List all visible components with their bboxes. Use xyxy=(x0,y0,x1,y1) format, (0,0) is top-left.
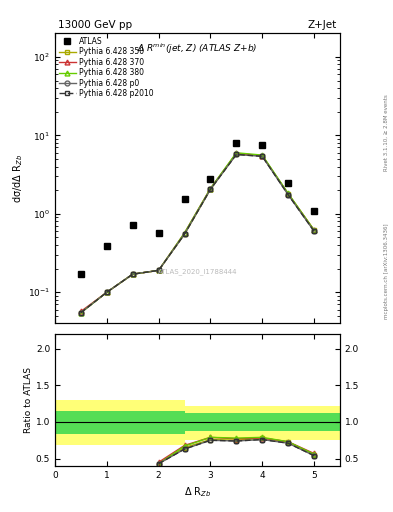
Text: Z+Jet: Z+Jet xyxy=(308,20,337,30)
Text: Rivet 3.1.10, ≥ 2.8M events: Rivet 3.1.10, ≥ 2.8M events xyxy=(384,95,389,172)
Text: mcplots.cern.ch [arXiv:1306.3436]: mcplots.cern.ch [arXiv:1306.3436] xyxy=(384,224,389,319)
X-axis label: Δ R$_{Zb}$: Δ R$_{Zb}$ xyxy=(184,485,211,499)
Text: 13000 GeV pp: 13000 GeV pp xyxy=(58,20,132,30)
Legend: ATLAS, Pythia 6.428 350, Pythia 6.428 370, Pythia 6.428 380, Pythia 6.428 p0, Py: ATLAS, Pythia 6.428 350, Pythia 6.428 37… xyxy=(57,35,155,99)
Text: ATLAS_2020_I1788444: ATLAS_2020_I1788444 xyxy=(158,268,237,274)
Y-axis label: dσ/dΔ R$_{Zb}$: dσ/dΔ R$_{Zb}$ xyxy=(11,154,25,203)
Text: Δ R$^{min}$(jet, Z) (ATLAS Z+b): Δ R$^{min}$(jet, Z) (ATLAS Z+b) xyxy=(137,42,258,56)
Y-axis label: Ratio to ATLAS: Ratio to ATLAS xyxy=(24,367,33,433)
